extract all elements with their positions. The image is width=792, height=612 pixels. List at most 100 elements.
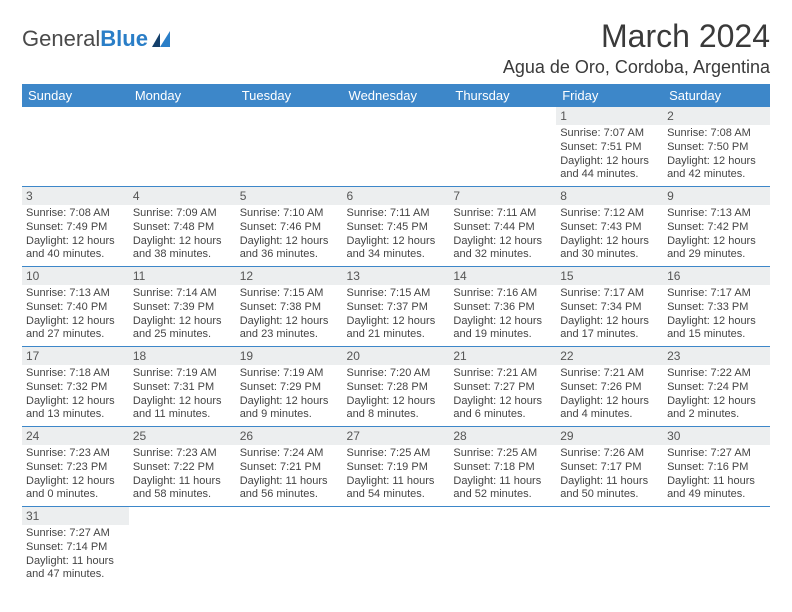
day-detail-line: Daylight: 12 hours and 23 minutes. [240,315,339,343]
day-details: Sunrise: 7:07 AMSunset: 7:51 PMDaylight:… [556,125,663,186]
day-detail-line: Daylight: 11 hours and 50 minutes. [560,475,659,503]
day-details: Sunrise: 7:27 AMSunset: 7:16 PMDaylight:… [663,445,770,506]
day-details [663,525,770,531]
day-number: 21 [449,347,556,365]
day-number: 14 [449,267,556,285]
day-details: Sunrise: 7:17 AMSunset: 7:33 PMDaylight:… [663,285,770,346]
day-detail-line: Sunrise: 7:24 AM [240,447,339,461]
logo-text-2: Blue [100,26,148,51]
title-block: March 2024 Agua de Oro, Cordoba, Argenti… [503,18,770,78]
day-number [343,507,450,525]
day-details: Sunrise: 7:27 AMSunset: 7:14 PMDaylight:… [22,525,129,586]
calendar-body: 1Sunrise: 7:07 AMSunset: 7:51 PMDaylight… [22,107,770,586]
day-details: Sunrise: 7:23 AMSunset: 7:23 PMDaylight:… [22,445,129,506]
day-details [449,125,556,131]
day-number: 30 [663,427,770,445]
weekday-header: Saturday [663,84,770,107]
day-detail-line: Sunset: 7:45 PM [347,221,446,235]
weekday-header: Sunday [22,84,129,107]
calendar-day-cell: 12Sunrise: 7:15 AMSunset: 7:38 PMDayligh… [236,267,343,347]
calendar-week-row: 31Sunrise: 7:27 AMSunset: 7:14 PMDayligh… [22,507,770,587]
calendar-day-cell: 18Sunrise: 7:19 AMSunset: 7:31 PMDayligh… [129,347,236,427]
day-details: Sunrise: 7:18 AMSunset: 7:32 PMDaylight:… [22,365,129,426]
day-number: 16 [663,267,770,285]
day-details: Sunrise: 7:17 AMSunset: 7:34 PMDaylight:… [556,285,663,346]
day-detail-line: Daylight: 12 hours and 13 minutes. [26,395,125,423]
calendar-day-cell [449,507,556,587]
day-detail-line: Sunrise: 7:17 AM [667,287,766,301]
day-number [449,507,556,525]
day-detail-line: Daylight: 12 hours and 25 minutes. [133,315,232,343]
day-detail-line: Sunset: 7:18 PM [453,461,552,475]
day-detail-line: Sunrise: 7:17 AM [560,287,659,301]
day-details: Sunrise: 7:11 AMSunset: 7:44 PMDaylight:… [449,205,556,266]
day-number: 23 [663,347,770,365]
day-details: Sunrise: 7:15 AMSunset: 7:38 PMDaylight:… [236,285,343,346]
calendar-day-cell: 1Sunrise: 7:07 AMSunset: 7:51 PMDaylight… [556,107,663,187]
calendar-day-cell: 6Sunrise: 7:11 AMSunset: 7:45 PMDaylight… [343,187,450,267]
calendar-day-cell: 5Sunrise: 7:10 AMSunset: 7:46 PMDaylight… [236,187,343,267]
calendar-day-cell: 27Sunrise: 7:25 AMSunset: 7:19 PMDayligh… [343,427,450,507]
day-number: 26 [236,427,343,445]
day-detail-line: Daylight: 12 hours and 8 minutes. [347,395,446,423]
day-number: 8 [556,187,663,205]
day-number: 27 [343,427,450,445]
day-details: Sunrise: 7:20 AMSunset: 7:28 PMDaylight:… [343,365,450,426]
day-details: Sunrise: 7:13 AMSunset: 7:42 PMDaylight:… [663,205,770,266]
calendar-day-cell: 16Sunrise: 7:17 AMSunset: 7:33 PMDayligh… [663,267,770,347]
day-number [449,107,556,125]
day-number: 13 [343,267,450,285]
calendar-day-cell: 4Sunrise: 7:09 AMSunset: 7:48 PMDaylight… [129,187,236,267]
day-detail-line: Daylight: 12 hours and 38 minutes. [133,235,232,263]
day-details: Sunrise: 7:24 AMSunset: 7:21 PMDaylight:… [236,445,343,506]
calendar-day-cell [449,107,556,187]
calendar-day-cell: 15Sunrise: 7:17 AMSunset: 7:34 PMDayligh… [556,267,663,347]
day-detail-line: Sunset: 7:50 PM [667,141,766,155]
day-number [129,507,236,525]
day-detail-line: Sunset: 7:24 PM [667,381,766,395]
calendar-day-cell [22,107,129,187]
day-detail-line: Sunset: 7:49 PM [26,221,125,235]
day-detail-line: Daylight: 12 hours and 29 minutes. [667,235,766,263]
day-detail-line: Daylight: 12 hours and 30 minutes. [560,235,659,263]
calendar-day-cell: 25Sunrise: 7:23 AMSunset: 7:22 PMDayligh… [129,427,236,507]
day-details [236,525,343,531]
day-detail-line: Sunset: 7:48 PM [133,221,232,235]
day-number: 10 [22,267,129,285]
logo-text: GeneralBlue [22,26,148,52]
day-number: 1 [556,107,663,125]
day-number [129,107,236,125]
day-details [129,525,236,531]
day-details: Sunrise: 7:08 AMSunset: 7:50 PMDaylight:… [663,125,770,186]
day-details [556,525,663,531]
day-detail-line: Sunrise: 7:08 AM [667,127,766,141]
day-details: Sunrise: 7:21 AMSunset: 7:26 PMDaylight:… [556,365,663,426]
day-details [22,125,129,131]
day-detail-line: Sunrise: 7:15 AM [240,287,339,301]
day-detail-line: Daylight: 12 hours and 6 minutes. [453,395,552,423]
day-details [343,125,450,131]
day-detail-line: Sunset: 7:22 PM [133,461,232,475]
calendar-week-row: 1Sunrise: 7:07 AMSunset: 7:51 PMDaylight… [22,107,770,187]
calendar-day-cell: 22Sunrise: 7:21 AMSunset: 7:26 PMDayligh… [556,347,663,427]
day-number: 5 [236,187,343,205]
day-number: 6 [343,187,450,205]
day-details: Sunrise: 7:11 AMSunset: 7:45 PMDaylight:… [343,205,450,266]
day-detail-line: Sunset: 7:32 PM [26,381,125,395]
day-detail-line: Sunrise: 7:15 AM [347,287,446,301]
location: Agua de Oro, Cordoba, Argentina [503,57,770,78]
day-number: 24 [22,427,129,445]
calendar-day-cell: 13Sunrise: 7:15 AMSunset: 7:37 PMDayligh… [343,267,450,347]
day-detail-line: Daylight: 11 hours and 52 minutes. [453,475,552,503]
day-detail-line: Daylight: 11 hours and 58 minutes. [133,475,232,503]
day-details: Sunrise: 7:26 AMSunset: 7:17 PMDaylight:… [556,445,663,506]
weekday-header: Tuesday [236,84,343,107]
day-detail-line: Daylight: 12 hours and 11 minutes. [133,395,232,423]
weekday-header-row: Sunday Monday Tuesday Wednesday Thursday… [22,84,770,107]
logo: GeneralBlue [22,26,174,52]
day-number: 15 [556,267,663,285]
calendar-day-cell: 11Sunrise: 7:14 AMSunset: 7:39 PMDayligh… [129,267,236,347]
day-detail-line: Sunrise: 7:22 AM [667,367,766,381]
calendar-day-cell [129,507,236,587]
calendar-day-cell: 7Sunrise: 7:11 AMSunset: 7:44 PMDaylight… [449,187,556,267]
